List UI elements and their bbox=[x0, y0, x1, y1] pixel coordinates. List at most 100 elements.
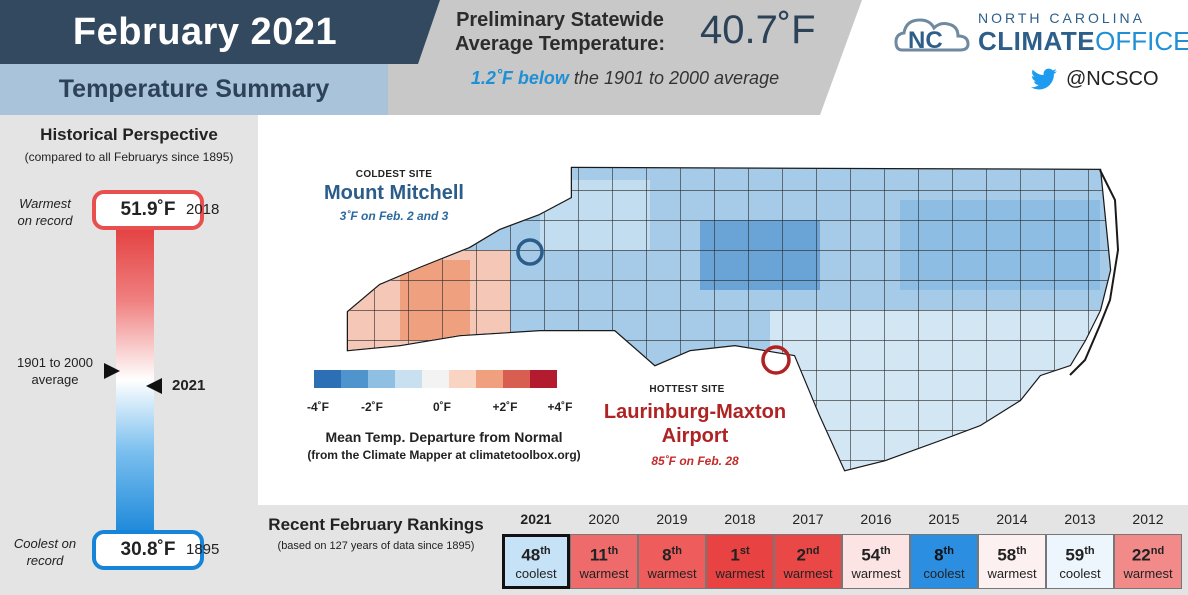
ranking-cell: 11th warmest bbox=[570, 534, 638, 589]
legend-swatch bbox=[395, 370, 422, 388]
departure-rest: the 1901 to 2000 average bbox=[573, 68, 780, 88]
historical-subtitle: (compared to all Februarys since 1895) bbox=[24, 150, 234, 164]
ranking-year: 2013 bbox=[1064, 511, 1096, 527]
ranking-cell: 59th coolest bbox=[1046, 534, 1114, 589]
ranking-description: warmest bbox=[579, 565, 629, 581]
ranking-value: 8 bbox=[662, 545, 672, 565]
ranking-suffix: st bbox=[739, 545, 750, 558]
hottest-site-name-line-1: Laurinburg-Maxton bbox=[603, 401, 787, 423]
legend-swatch bbox=[341, 370, 368, 388]
legend-swatch bbox=[530, 370, 557, 388]
ranking-value: 54 bbox=[861, 545, 881, 565]
ranking-suffix: th bbox=[671, 545, 682, 558]
ranking-number: 54th bbox=[861, 541, 890, 566]
legend-title: Mean Temp. Departure from Normal bbox=[325, 429, 563, 445]
average-label: 1901 to 2000 average bbox=[5, 354, 105, 388]
ranking-description: warmest bbox=[987, 565, 1037, 581]
ranking-value: 2 bbox=[796, 545, 806, 565]
average-pointer-icon bbox=[104, 363, 120, 379]
ranking-description: coolest bbox=[515, 565, 557, 581]
hottest-site-name: Laurinburg-Maxton Airport bbox=[590, 400, 800, 448]
ranking-description: warmest bbox=[1123, 565, 1173, 581]
ranking-number: 2nd bbox=[797, 541, 820, 566]
average-label-line-2: average bbox=[31, 372, 79, 387]
logo-wordmark: CLIMATEOFFICE bbox=[978, 26, 1188, 57]
ranking-number: 8th bbox=[662, 541, 682, 566]
ranking-cell: 2nd warmest bbox=[774, 534, 842, 589]
logo-state-text: NORTH CAROLINA bbox=[978, 10, 1145, 26]
coolest-year: 1895 bbox=[186, 541, 220, 558]
ranking-number: 58th bbox=[997, 541, 1026, 566]
ranking-description: warmest bbox=[647, 565, 697, 581]
ranking-suffix: nd bbox=[1150, 545, 1165, 558]
coldest-site-note: 3˚F on Feb. 2 and 3 bbox=[339, 209, 449, 223]
legend-label-zero: 0˚F bbox=[433, 400, 451, 414]
hottest-site-tag: HOTTEST SITE bbox=[649, 384, 725, 395]
legend-label-minus4: -4˚F bbox=[307, 400, 329, 414]
ranking-description: coolest bbox=[923, 565, 965, 581]
rankings-year-row: 2021 2020 2019 2018 2017 2016 2015 2014 2013 2012 bbox=[502, 511, 1182, 527]
legend-label-minus2: -2˚F bbox=[361, 400, 383, 414]
hottest-site-name-line-2: Airport bbox=[661, 425, 729, 447]
legend-swatch bbox=[503, 370, 530, 388]
ranking-number: 11th bbox=[590, 541, 618, 566]
departure-line: 1.2˚F below the 1901 to 2000 average bbox=[440, 68, 810, 89]
header-shapes bbox=[0, 0, 862, 115]
ranking-suffix: nd bbox=[806, 545, 820, 558]
rankings-cell-row: 48th coolest 11th warmest 8th warmest 1st warme… bbox=[502, 534, 1182, 589]
logo-office-text: OFFICE bbox=[1095, 26, 1188, 56]
ranking-cell: 48th coolest bbox=[502, 534, 570, 589]
coolest-label: Coolest on record bbox=[6, 535, 84, 569]
rankings-title: Recent February Rankings bbox=[268, 515, 484, 534]
ranking-year: 2016 bbox=[860, 511, 892, 527]
hottest-site-note: 85˚F on Feb. 28 bbox=[651, 454, 739, 468]
ranking-year: 2012 bbox=[1132, 511, 1164, 527]
legend-swatch bbox=[449, 370, 476, 388]
ranking-value: 8 bbox=[934, 545, 944, 565]
warmest-value-box: 51.9˚F bbox=[92, 190, 204, 230]
warmest-label-line-1: Warmest bbox=[19, 196, 71, 211]
current-year-pointer-icon bbox=[146, 378, 162, 394]
legend-swatch bbox=[314, 370, 341, 388]
ranking-cell: 22nd warmest bbox=[1114, 534, 1182, 589]
statewide-temperature: 40.7˚F bbox=[700, 8, 816, 52]
svg-text:NC: NC bbox=[908, 27, 943, 54]
legend-subtitle: (from the Climate Mapper at climatetoolb… bbox=[307, 448, 581, 462]
ranking-number: 48th bbox=[521, 541, 550, 566]
ranking-suffix: th bbox=[943, 545, 954, 558]
ranking-value: 11 bbox=[589, 545, 608, 565]
ranking-number: 1st bbox=[730, 541, 749, 566]
coldest-site-name: Mount Mitchell bbox=[324, 182, 464, 204]
ranking-cell: 58th warmest bbox=[978, 534, 1046, 589]
ranking-year: 2019 bbox=[656, 511, 688, 527]
ranking-value: 58 bbox=[997, 545, 1017, 565]
legend-swatch bbox=[476, 370, 503, 388]
nc-temperature-map bbox=[346, 166, 1120, 472]
ranking-year: 2020 bbox=[588, 511, 620, 527]
legend-color-scale bbox=[314, 370, 557, 388]
ranking-cell: 54th warmest bbox=[842, 534, 910, 589]
ranking-number: 59th bbox=[1065, 541, 1094, 566]
ranking-year: 2014 bbox=[996, 511, 1028, 527]
warmest-label-line-2: on record bbox=[17, 213, 73, 228]
ranking-cell: 8th coolest bbox=[910, 534, 978, 589]
rankings-subtitle: (based on 127 years of data since 1895) bbox=[277, 540, 475, 552]
twitter-handle[interactable]: @NCSCO bbox=[1066, 68, 1159, 90]
ranking-year: 2018 bbox=[724, 511, 756, 527]
average-label-line-1: 1901 to 2000 bbox=[17, 355, 93, 370]
ranking-suffix: th bbox=[880, 545, 891, 558]
legend-swatch bbox=[422, 370, 449, 388]
current-year-marker: 2021 bbox=[172, 377, 206, 394]
ranking-suffix: th bbox=[540, 545, 551, 558]
twitter-bird-icon[interactable] bbox=[1030, 68, 1058, 92]
ranking-description: warmest bbox=[851, 565, 901, 581]
prelim-label: Preliminary Statewide Average Temperatur… bbox=[445, 8, 675, 56]
historical-title: Historical Perspective bbox=[40, 125, 218, 144]
coolest-label-line-1: Coolest on bbox=[13, 536, 77, 551]
ranking-description: warmest bbox=[715, 565, 765, 581]
departure-amount: 1.2˚F below bbox=[470, 68, 569, 88]
ranking-cell: 8th warmest bbox=[638, 534, 706, 589]
coolest-value-box: 30.8˚F bbox=[92, 530, 204, 570]
thermometer-bar bbox=[116, 220, 154, 540]
ranking-description: coolest bbox=[1059, 565, 1101, 581]
